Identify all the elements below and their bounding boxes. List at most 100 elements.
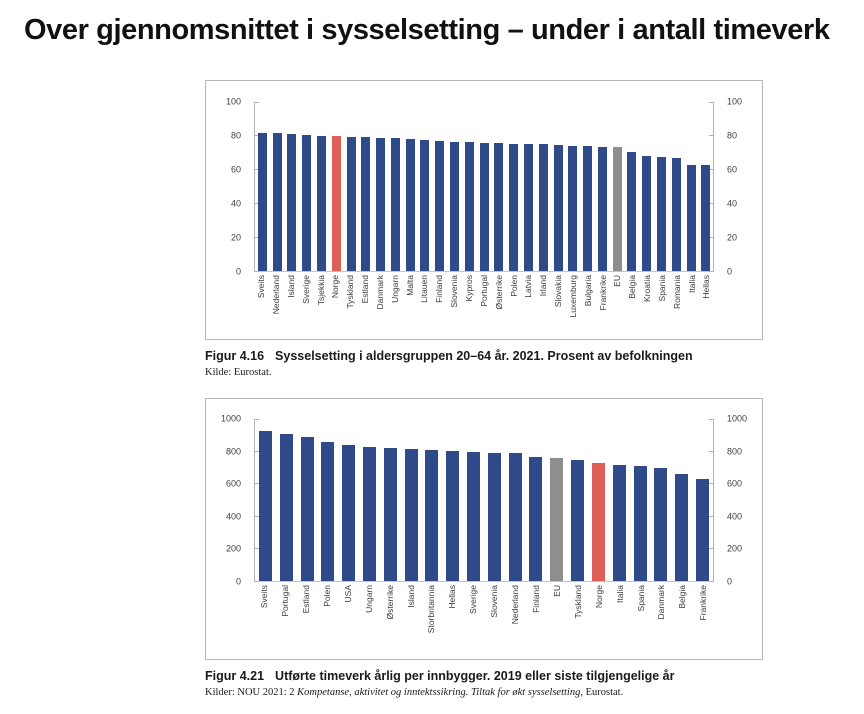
x-label-portugal: Portugal [280,585,291,617]
bar-usa [342,445,356,581]
x-label-slot: Estland [358,275,373,337]
bar-slot [401,419,422,581]
bar-slot [610,102,625,271]
bar-frankrike [695,479,709,581]
bar-luxemburg [568,145,578,271]
x-label-polen: Polen [321,585,332,607]
bar-slot [505,419,526,581]
figure-421-source: Kilder: NOU 2021: 2 Kompetanse, aktivite… [205,687,763,698]
bar-polen [509,143,519,271]
axis-tick-mark [709,580,713,582]
bar-norge [331,136,341,271]
x-label-hellas: Hellas [701,275,712,299]
bar-romania [671,157,681,271]
source-text: Kilde: Eurostat. [205,367,272,378]
axis-tick-mark [255,270,259,272]
axis-tick-mark [709,515,713,517]
bar-finland [435,140,445,271]
bar-slot [588,419,609,581]
x-label-storbritannia: Storbritannia [426,585,437,634]
x-label-spania: Spania [656,275,667,302]
figure-421-caption: Figur 4.21 Utførte timeverk årlig per inn… [205,669,763,683]
y-tick-label: 0 [727,266,733,277]
x-label-ungarn: Ungarn [363,585,374,613]
bar-slot [358,102,373,271]
employment-country-labels: Sveits Nederland Island Sverige Tsjekkia Norg… [254,275,714,337]
bar-slot [329,102,344,271]
bar-latvia [523,144,533,271]
employment-right-axis: 0 20 40 60 80 100 [714,97,762,276]
y-tick-label: 200 [727,543,743,554]
x-label-slot: Italia [609,585,630,657]
x-label-slot: Østerrike [379,585,400,657]
x-label-slovenia: Slovenia [449,275,460,308]
x-label-slot: Island [284,275,299,337]
bar-slot [403,102,418,271]
axis-tick-mark [709,418,713,420]
bar-tsjekkia [317,135,327,271]
employment-left-axis: 0 20 40 60 80 100 [206,97,254,276]
bar-slot [625,102,640,271]
x-label-sveits: Sveits [256,275,267,299]
x-label-slot: USA [338,585,359,657]
bar-slot [388,102,403,271]
axis-tick-mark [255,101,259,103]
axis-spacer [206,585,254,657]
hours-chart-plot-area: 0 200 400 600 800 1000 0 200 400 600 800 1000 [206,399,762,586]
x-label-malta: Malta [404,275,415,296]
bar-belgia [675,473,689,581]
x-label-slot: Norge [589,585,610,657]
hours-chart-panel: 0 200 400 600 800 1000 0 200 400 600 800 1000 Svei… [205,398,763,660]
figure-416-source: Kilde: Eurostat. [205,367,763,378]
employment-category-axis: Sveits Nederland Island Sverige Tsjekkia Norg… [206,272,762,339]
bar-slot [492,102,507,271]
bar-litauen [420,139,430,271]
axis-tick-mark [255,580,259,582]
x-label-eu: EU [612,275,623,287]
y-tick-label: 200 [225,543,241,554]
x-label-norge: Norge [330,275,341,299]
x-label-slot: Polen [506,275,521,337]
bar-slot [609,419,630,581]
x-label-slot: EU [547,585,568,657]
x-label-slovenia: Slovenia [489,585,500,618]
y-tick-label: 1000 [220,413,241,424]
x-label-slot: Storbritannia [421,585,442,657]
bar-slot [565,102,580,271]
y-tick-label: 0 [235,266,241,277]
x-label-slot: Spania [630,585,651,657]
bar-slot [285,102,300,271]
x-label-danmark: Danmark [656,585,667,620]
bar-slot [567,419,588,581]
bar-bulgaria [583,146,593,271]
bar-danmark [654,467,668,581]
x-label-island: Island [285,275,296,298]
figure-416-caption: Figur 4.16 Sysselsetting i aldersgruppen … [205,349,763,363]
employment-plot [254,101,714,272]
bar-estland [300,436,314,581]
bar-irland [538,144,548,271]
x-label-tyskland: Tyskland [572,585,583,619]
bar-østerrike [383,448,397,581]
x-label-slot: Nederland [505,585,526,657]
x-label-østerrike: Østerrike [384,585,395,620]
bar-slot [669,102,684,271]
bar-nederland [508,453,522,581]
figure-number: Figur 4.21 [205,669,265,683]
bar-series [255,102,713,271]
bar-ungarn [390,137,400,271]
x-label-bulgaria: Bulgaria [582,275,593,307]
x-label-slot: Portugal [477,275,492,337]
hours-country-labels: Sveits Portugal Estland Polen USA Ungarn Øster… [254,585,714,657]
x-label-slot: Portugal [275,585,296,657]
x-label-slot: Latvia [521,275,536,337]
x-label-slot: Sveits [254,585,275,657]
x-label-polen: Polen [508,275,519,297]
x-label-slot: Tyskland [568,585,589,657]
x-label-italia: Italia [614,585,625,603]
bar-slot [639,102,654,271]
bar-slot [442,419,463,581]
axis-tick-mark [255,418,259,420]
bar-spania [633,465,647,581]
